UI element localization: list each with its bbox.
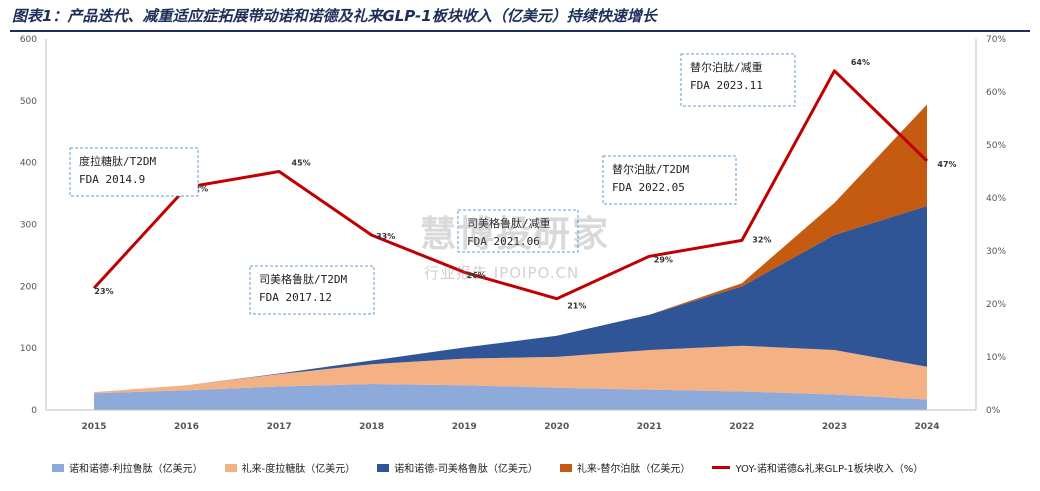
annotation-box: 司美格鲁肽/减重 FDA 2021.06 [457,209,579,253]
area-series-1 [94,345,927,400]
yoy-point-label: 23% [94,287,113,296]
y-right-tick-label: 30% [986,247,1006,257]
annotation-box: 司美格鲁肽/T2DM FDA 2017.12 [249,265,375,315]
annotation-text: FDA 2021.06 [467,235,540,248]
legend-swatch [224,463,237,472]
y-right-tick-label: 20% [986,300,1006,310]
yoy-point-label: 29% [654,255,673,264]
x-tick-label: 2018 [359,422,384,432]
yoy-point-label: 47% [937,160,956,169]
yoy-point-label: 64% [851,58,870,67]
x-tick-label: 2020 [544,422,569,432]
legend-label: 礼来-替尔泊肽（亿美元） [576,464,691,475]
annotation-text: FDA 2017.12 [259,291,332,304]
y-left-tick-label: 400 [20,159,37,169]
annotation-frame [249,265,375,315]
annotation-text: 司美格鲁肽/T2DM [259,272,347,286]
annotation-text: FDA 2014.9 [79,173,145,186]
y-left-tick-label: 200 [20,282,37,292]
legend-swatch-line [712,466,731,469]
legend-label: 诺和诺德-司美格鲁肽（亿美元） [394,464,538,475]
yoy-point-label: 32% [752,235,771,244]
legend-swatch [377,463,390,472]
annotation-text: 度拉糖肽/T2DM [79,154,156,168]
y-right-tick-label: 40% [986,194,1006,204]
annotation-layer: 度拉糖肽/T2DM FDA 2014.9 司美格鲁肽/T2DM FDA 2017.12… [69,53,796,315]
legend-label: 诺和诺德-利拉鲁肽（亿美元） [69,464,203,475]
y-left-tick-label: 0 [31,406,37,416]
y-left-tick-label: 500 [20,97,37,107]
axis-layer: 0 100 200 300 400 500 600 0% 10% 20% 30% 40% 50% 60% 7… [20,35,1007,432]
x-tick-label: 2023 [822,422,847,432]
legend: 诺和诺德-利拉鲁肽（亿美元） 礼来-度拉糖肽（亿美元） 诺和诺德-司美格鲁肽（亿… [52,460,923,475]
x-tick-label: 2017 [267,422,292,432]
legend-item-yoy: YOY-诺和诺德&礼来GLP-1板块收入（%） [712,460,923,475]
legend-item-liraglutide: 诺和诺德-利拉鲁肽（亿美元） [52,460,203,475]
y-left-tick-label: 300 [20,221,37,231]
annotation-frame [69,147,199,197]
annotation-frame [457,209,579,253]
y-left-tick-label: 100 [20,344,37,354]
annotation-text: 替尔泊肽/T2DM [612,162,689,176]
legend-label: YOY-诺和诺德&礼来GLP-1板块收入（%） [735,464,924,475]
annotation-box: 替尔泊肽/减重 FDA 2023.11 [680,53,796,107]
annotation-text: FDA 2022.05 [612,181,685,194]
legend-swatch [52,463,64,472]
y-right-tick-label: 50% [986,141,1006,151]
x-tick-label: 2021 [637,422,662,432]
chart-title: 图表1：产品迭代、减重适应症拓展带动诺和诺德及礼来GLP-1板块收入（亿美元）持… [12,7,657,25]
area-layer [94,104,927,410]
legend-label: 礼来-度拉糖肽（亿美元） [241,464,356,475]
y-right-tick-label: 10% [986,353,1006,363]
y-right-tick-label: 60% [986,88,1006,98]
annotation-frame [602,155,737,205]
title-rule [10,30,1030,32]
yoy-point-label: 33% [376,232,395,241]
annotation-box: 度拉糖肽/T2DM FDA 2014.9 [69,147,199,197]
yoy-point-label: 45% [292,159,311,168]
legend-item-semaglutide: 诺和诺德-司美格鲁肽（亿美元） [377,460,538,475]
legend-item-dulaglutide: 礼来-度拉糖肽（亿美元） [224,460,356,475]
x-tick-label: 2022 [729,422,754,432]
annotation-text: FDA 2023.11 [690,79,763,92]
area-series-2 [94,205,927,393]
area-series-0 [94,384,927,410]
annotation-box: 替尔泊肽/T2DM FDA 2022.05 [602,155,737,205]
yoy-point-label: 26% [467,271,486,280]
yoy-line [92,69,929,301]
watermark-sub: 行业报告 IPOIPO.CN [424,264,580,282]
y-left-tick-label: 600 [20,35,37,45]
x-tick-label: 2024 [914,422,939,432]
x-tick-label: 2019 [452,422,477,432]
annotation-frame [680,53,796,107]
y-right-tick-label: 0% [986,406,1001,416]
yoy-point-label: 42% [189,184,208,193]
yoy-point-label: 21% [567,302,586,311]
x-tick-label: 2015 [81,422,106,432]
yoy-line-layer: 23% 42% 45% 33% 26% 21% 29% 32% 64% 47% [92,58,957,311]
annotation-text: 司美格鲁肽/减重 [467,216,551,230]
legend-item-tirzepatide: 礼来-替尔泊肽（亿美元） [559,460,691,475]
watermark: 慧博投研家 [420,214,611,255]
x-tick-label: 2016 [174,422,199,432]
annotation-text: 替尔泊肽/减重 [690,60,763,74]
legend-swatch [559,463,572,472]
y-right-tick-label: 70% [986,35,1006,45]
